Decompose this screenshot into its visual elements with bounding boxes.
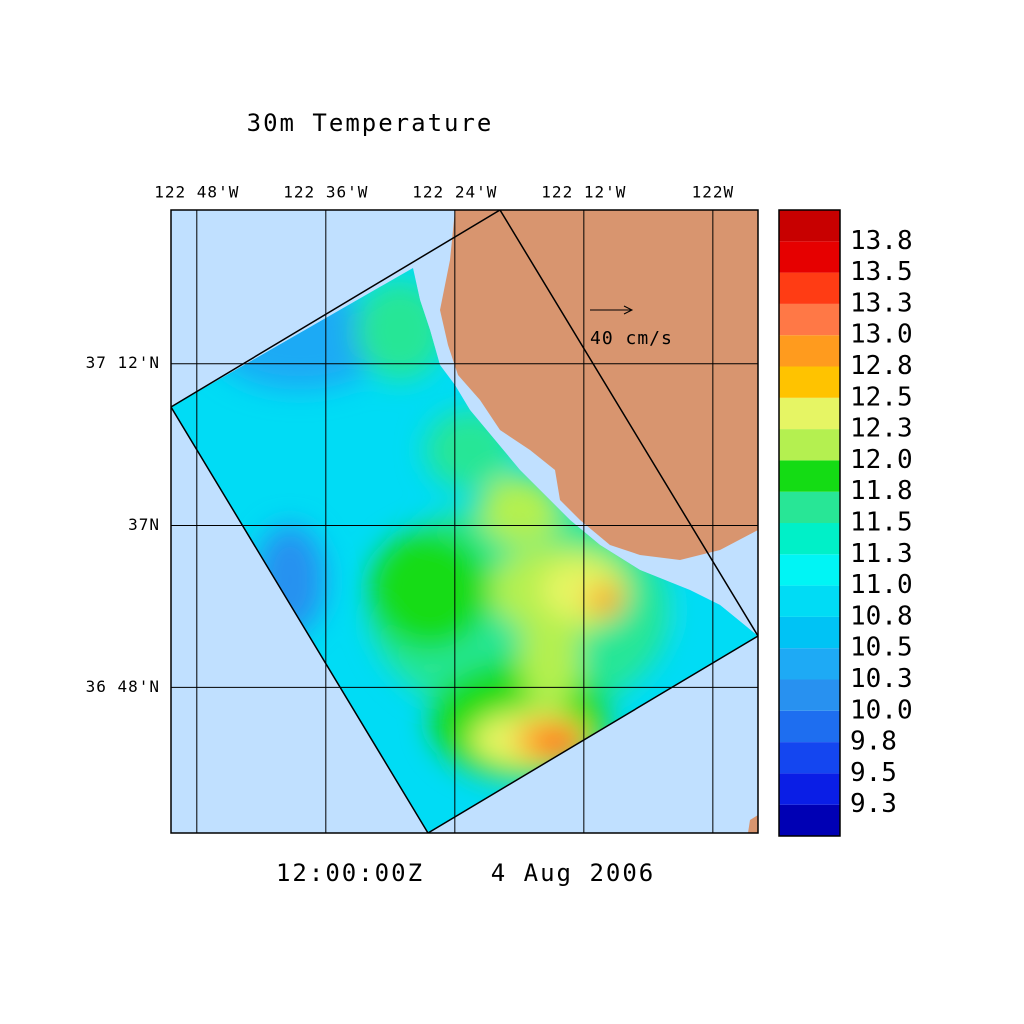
colorbar-box [779,491,840,523]
colorbar-label: 10.3 [850,664,913,694]
map-frame [170,209,759,834]
x-tick-label: 122 36'W [283,183,368,202]
colorbar-box [779,648,840,680]
x-tick-label: 122 24'W [412,183,497,202]
colorbar-box [779,272,840,304]
colorbar-box [779,804,840,836]
y-tick-label: 36 48'N [86,677,160,696]
colorbar-box [779,303,840,336]
colorbar-label: 11.0 [850,570,913,600]
colorbar-label: 13.8 [850,226,913,256]
colorbar-frame [778,209,841,837]
title: 30m Temperature [247,109,494,137]
colorbar-label: 13.5 [850,257,913,287]
domain-outline [171,210,758,833]
colorbar-label: 9.5 [850,758,897,788]
reference-label: 40 cm/s [590,328,673,349]
colorbar-label: 12.5 [850,382,913,412]
colorbar-label: 10.5 [850,633,913,663]
colorbar-box [779,554,840,586]
land [440,210,758,833]
colorbar-box [779,366,840,398]
colorbar-box [779,710,840,743]
colorbar-label: 9.8 [850,727,897,757]
colorbar-box [779,742,840,774]
colorbar-label: 12.8 [850,351,913,381]
colorbar-box [779,616,840,649]
colorbar-label: 12.0 [850,445,913,475]
colorbar-box [779,210,840,242]
colorbar-label: 11.5 [850,508,913,538]
colorbar-label: 13.3 [850,288,913,318]
date-label: 4 Aug 2006 [491,859,656,887]
colorbar-box [779,460,840,492]
colorbar-label: 10.8 [850,601,913,631]
colorbar-label: 12.3 [850,414,913,444]
y-tick-label: 37 12'N [86,353,160,372]
x-tick-label: 122 48'W [154,183,239,202]
colorbar-label: 11.3 [850,539,913,569]
colorbar: 9.39.59.810.010.310.510.811.011.311.511.… [778,209,913,837]
reference-arrow [590,305,634,315]
x-tick-label: 122 12'W [541,183,626,202]
colorbar-box [779,523,840,555]
colorbar-box [779,335,840,367]
time-label: 12:00:00Z [276,859,424,887]
colorbar-box [779,429,840,461]
x-tick-label: 122W [692,183,735,202]
colorbar-box [779,773,840,805]
colorbar-box [779,397,840,430]
colorbar-label: 13.0 [850,320,913,350]
y-tick-label: 37N [128,515,160,534]
map-area [171,210,758,833]
colorbar-label: 10.0 [850,695,913,725]
colorbar-label: 9.3 [850,789,897,819]
colorbar-box [779,585,840,617]
colorbar-box [779,679,840,711]
colorbar-box [779,241,840,273]
colorbar-label: 11.8 [850,476,913,506]
